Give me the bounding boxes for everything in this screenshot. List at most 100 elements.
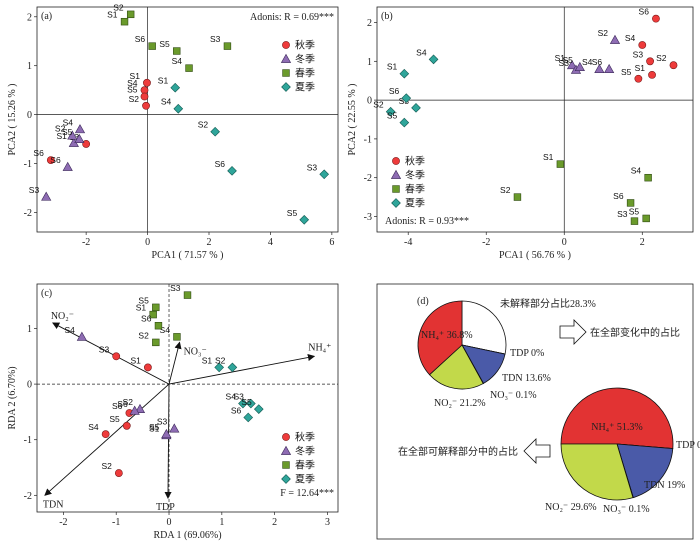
autumn-point-s2 (114, 469, 123, 477)
plot-frame (36, 283, 339, 513)
x-tick-label: -4 (404, 237, 412, 248)
x-tick-label: -1 (112, 517, 120, 528)
arrow-label: NO₂⁻ (51, 311, 74, 322)
pie-label-no3: NO₃⁻ 0.1% (490, 390, 537, 401)
summer-point-s3 (319, 169, 330, 180)
point-label: S5 (62, 127, 73, 137)
plot-frame (376, 6, 694, 233)
arrow-left-icon (523, 438, 551, 464)
summer-point-s2 (210, 126, 220, 137)
legend-entry: 春季 (295, 460, 315, 472)
winter-point-s4 (594, 63, 605, 73)
x-tick-label: 0 (562, 237, 567, 248)
point-label: S4 (226, 392, 237, 402)
arrow-label: TDN (43, 499, 64, 510)
autumn-point-s1 (143, 363, 152, 372)
autumn-point-s6 (46, 156, 55, 164)
point-label: S2 (500, 185, 511, 195)
y-tick-label: 1 (367, 57, 372, 68)
winter-point-s5 (161, 428, 172, 439)
legend-marker-summer (281, 474, 291, 484)
winter-point-s1 (566, 59, 578, 70)
autumn-point-s2 (142, 101, 150, 110)
pie-label-nh4: NH₄⁺ 36.8% (421, 330, 473, 341)
point-label: S3 (170, 283, 181, 293)
summer-point-s1 (399, 68, 410, 79)
env-arrow-0 (52, 322, 170, 385)
panel-a: -2 0 2 4 6 -2 -1 0 1 2 PCA1 ( 71.57 % ) PCA2 ( 15.2… (7, 2, 339, 261)
point-label: S6 (112, 401, 123, 411)
x-tick-label: 0 (167, 517, 172, 528)
pie-slice-tdn (616, 443, 674, 499)
x-tick-label: 2 (272, 517, 277, 528)
spring-point-s2 (513, 193, 522, 201)
point-label: S4 (64, 325, 75, 335)
legend-marker-autumn (282, 433, 290, 441)
summer-point-s2 (385, 106, 396, 117)
panel-label: (a) (41, 11, 52, 22)
point-label: S2 (373, 100, 384, 110)
spring-point-s5 (173, 47, 181, 55)
spring-point-s6 (148, 42, 156, 50)
point-label: S4 (160, 325, 171, 335)
pie-slice-nh4 (417, 300, 463, 376)
point-label: S2 (215, 355, 226, 365)
pie-label-tdp: TDP 0% (676, 440, 700, 451)
y-tick-label: -1 (24, 435, 32, 446)
arrow-right-icon (559, 319, 587, 345)
autumn-point-s1 (648, 70, 656, 79)
pie-label-tdn: TDN 13.6% (502, 373, 551, 384)
summer-point-s4 (173, 103, 184, 114)
spring-point-s1 (556, 160, 565, 168)
arrow-label: TDP (156, 502, 175, 513)
y-tick-label: -2 (364, 173, 372, 184)
point-label: S6 (50, 155, 61, 165)
autumn-point-s4 (101, 430, 110, 439)
point-label: S1 (107, 10, 118, 20)
point-label: S3 (233, 392, 244, 402)
legend-marker-spring (282, 461, 290, 469)
pie-label-tdp: TDP 0% (510, 348, 544, 359)
summer-point-s4 (428, 54, 439, 65)
caption-pie1: 在全部变化中的占比 (590, 326, 680, 339)
point-label: S3 (633, 49, 644, 59)
y-tick-label: 0 (27, 110, 32, 121)
point-label: S6 (613, 191, 624, 201)
point-label: S3 (99, 344, 110, 354)
x-axis-label: RDA 1 (69.06%) (153, 530, 221, 541)
point-label: S6 (135, 34, 146, 44)
env-arrow-4 (164, 384, 172, 499)
panel-label: (c) (41, 288, 52, 299)
x-tick-label: 2 (207, 237, 212, 248)
spring-point-s3 (183, 291, 192, 299)
winter-point-s6 (604, 63, 615, 73)
winter-point-s6 (62, 161, 73, 171)
point-label: S5 (387, 111, 398, 121)
y-tick-label: 0 (27, 380, 32, 391)
panel-frame (376, 283, 694, 540)
point-label: S4 (172, 56, 183, 66)
spring-point-s5 (152, 303, 160, 312)
legend-marker-summer (281, 82, 291, 92)
pie-label-no3: NO₃⁻ 0.1% (603, 504, 650, 515)
summer-point-s2 (227, 362, 238, 373)
point-label: S1 (543, 152, 554, 162)
autumn-point-s3 (82, 140, 91, 148)
point-label: S5 (562, 55, 573, 65)
point-label: S1 (202, 355, 213, 365)
pie-label-nh4: NH₄⁺ 51.3% (591, 422, 643, 433)
y-tick-label: -2 (24, 208, 32, 219)
spring-point-s6 (154, 322, 163, 330)
summer-point-s6 (401, 93, 412, 103)
legend-marker-winter (390, 169, 402, 179)
x-tick-label: 6 (329, 237, 334, 248)
y-tick-label: -1 (24, 159, 32, 170)
pie-label-tdn: TDN 19% (644, 480, 685, 491)
point-label: S1 (136, 303, 147, 313)
point-label: S1 (130, 71, 141, 81)
point-label: S2 (598, 28, 609, 38)
autumn-point-s3 (112, 352, 121, 361)
spring-point-s2 (152, 338, 160, 347)
legend-entry: 夏季 (295, 82, 315, 94)
legend-marker-summer (391, 198, 401, 208)
